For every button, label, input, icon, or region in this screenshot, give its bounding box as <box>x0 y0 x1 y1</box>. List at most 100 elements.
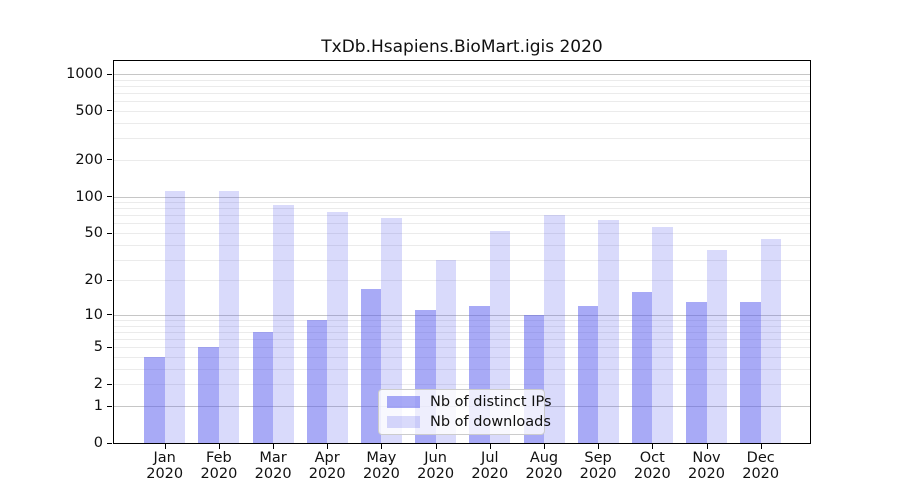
gridline-minor-300 <box>114 138 810 140</box>
x-tick-label-year-dec: 2020 <box>742 466 780 482</box>
x-tick-label-year-nov: 2020 <box>688 466 725 482</box>
y-tick-label-50: 50 <box>84 225 103 241</box>
y-tick-0 <box>107 442 112 444</box>
x-tick-label-month-oct: Oct <box>639 450 665 466</box>
y-tick-label-200: 200 <box>75 151 103 168</box>
y-tick-20 <box>107 279 112 281</box>
x-tick-label-month-feb: Feb <box>206 450 232 466</box>
gridline-minor-2 <box>114 384 810 386</box>
legend: Nb of distinct IPs Nb of downloads <box>378 389 552 435</box>
bar-distinct-ips-oct <box>631 291 653 443</box>
bar-downloads-aug <box>544 215 565 443</box>
gridline-minor-700 <box>114 93 810 94</box>
bar-downloads-oct <box>652 227 673 443</box>
legend-swatch-downloads <box>387 416 420 429</box>
x-tick-label-month-aug: Aug <box>529 450 559 466</box>
gridline-major-100 <box>114 196 810 198</box>
gridline-minor-5 <box>114 347 810 349</box>
x-tick-label-year-feb: 2020 <box>200 466 238 482</box>
legend-item-downloads: Nb of downloads <box>387 413 551 433</box>
chart-title: TxDb.Hsapiens.BioMart.igis 2020 <box>321 37 603 57</box>
gridline-minor-3 <box>114 369 810 370</box>
gridline-minor-4 <box>114 357 810 358</box>
gridline-minor-7 <box>114 331 810 333</box>
y-tick-10 <box>107 314 112 316</box>
x-tick-label-month-apr: Apr <box>314 450 340 466</box>
gridline-minor-600 <box>114 101 810 103</box>
x-tick-sep <box>598 444 600 449</box>
x-tick-apr <box>327 444 329 449</box>
bar-distinct-ips-may <box>360 288 382 443</box>
x-tick-jun <box>435 444 437 449</box>
x-tick-feb <box>218 444 220 449</box>
plot-area <box>113 60 811 444</box>
y-tick-100 <box>107 196 112 197</box>
gridline-minor-60 <box>114 223 810 225</box>
gridline-minor-80 <box>114 208 810 210</box>
x-tick-label-year-apr: 2020 <box>308 466 346 482</box>
x-tick-dec <box>760 444 762 449</box>
legend-item-distinct-ips: Nb of distinct IPs <box>387 392 552 412</box>
x-tick-label-year-oct: 2020 <box>633 466 671 482</box>
x-tick-label-month-jan: Jan <box>153 450 176 466</box>
x-tick-label-month-sep: Sep <box>584 450 612 466</box>
x-tick-label-month-nov: Nov <box>692 450 721 466</box>
gridline-minor-9 <box>114 320 810 321</box>
y-tick-label-0: 0 <box>93 435 103 451</box>
y-tick-1 <box>107 405 112 407</box>
x-tick-label-year-may: 2020 <box>362 466 400 482</box>
x-tick-label-year-jun: 2020 <box>417 466 455 482</box>
x-tick-jul <box>489 444 491 449</box>
x-tick-label-month-jul: Jul <box>481 450 499 466</box>
gridline-minor-90 <box>114 202 810 204</box>
bar-downloads-apr <box>327 211 348 443</box>
y-tick-label-100: 100 <box>75 188 103 205</box>
gridline-minor-900 <box>114 79 810 81</box>
bar-downloads-nov <box>706 250 727 443</box>
bar-distinct-ips-jan <box>144 357 165 443</box>
gridline-minor-500 <box>114 110 810 112</box>
bar-downloads-dec <box>760 238 782 443</box>
y-tick-label-5: 5 <box>93 339 103 356</box>
x-tick-label-year-aug: 2020 <box>525 466 563 482</box>
x-tick-jan <box>164 444 166 449</box>
y-tick-200 <box>107 159 112 161</box>
x-tick-label-year-jan: 2020 <box>146 466 184 482</box>
bar-downloads-jan <box>164 190 186 443</box>
bar-distinct-ips-apr <box>306 320 328 443</box>
gridline-minor-30 <box>114 259 810 261</box>
gridline-minor-70 <box>114 215 810 217</box>
y-tick-5 <box>107 346 112 348</box>
y-tick-label-2: 2 <box>93 376 103 393</box>
gridline-minor-200 <box>114 159 810 161</box>
y-tick-label-10: 10 <box>84 306 103 323</box>
gridline-major-1000 <box>114 74 810 75</box>
gridline-minor-50 <box>114 233 810 234</box>
x-tick-label-month-jun: Jun <box>424 450 447 466</box>
legend-label-downloads: Nb of downloads <box>430 414 551 431</box>
y-tick-1000 <box>107 73 112 75</box>
y-tick-label-1: 1 <box>93 398 103 414</box>
bar-distinct-ips-feb <box>198 347 219 443</box>
y-tick-2 <box>107 383 112 385</box>
gridline-minor-6 <box>114 339 810 341</box>
x-tick-oct <box>652 444 654 449</box>
gridline-major-10 <box>114 314 810 316</box>
x-tick-label-year-sep: 2020 <box>579 466 617 482</box>
gridline-minor-8 <box>114 325 810 327</box>
gridline-minor-20 <box>114 280 810 282</box>
y-tick-label-500: 500 <box>75 102 103 119</box>
x-tick-mar <box>273 444 275 449</box>
legend-swatch-distinct-ips <box>387 395 420 408</box>
x-tick-may <box>381 444 383 449</box>
bar-downloads-may <box>381 217 402 443</box>
bar-distinct-ips-nov <box>686 302 707 443</box>
y-tick-500 <box>107 110 112 112</box>
x-tick-label-year-jul: 2020 <box>471 466 509 482</box>
x-tick-nov <box>706 444 708 449</box>
bar-downloads-feb <box>218 190 240 443</box>
gridline-minor-400 <box>114 122 810 124</box>
x-tick-label-month-may: May <box>366 450 397 466</box>
x-tick-label-month-dec: Dec <box>746 450 775 466</box>
